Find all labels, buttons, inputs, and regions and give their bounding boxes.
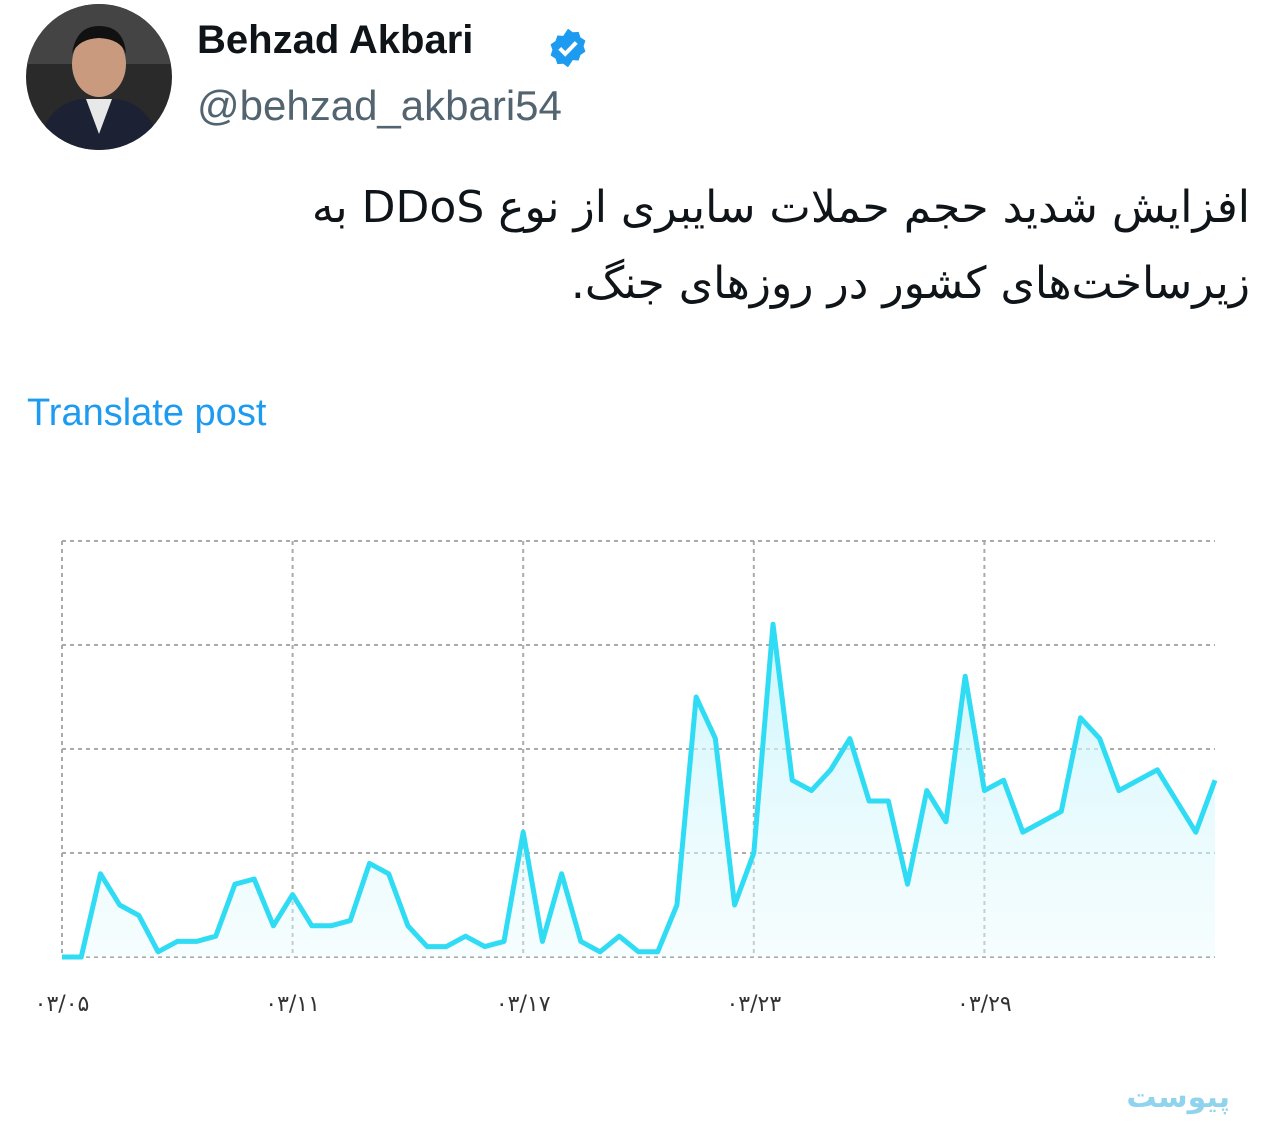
avatar[interactable]	[26, 4, 172, 150]
x-tick-label: ۰۳/۰۵	[35, 992, 90, 1017]
x-tick-label: ۰۳/۱۷	[496, 992, 551, 1017]
translate-link[interactable]: Translate post	[27, 392, 267, 434]
verified-badge	[550, 28, 586, 68]
line	[62, 621, 1218, 960]
x-tick-label: ۰۳/۱۱	[265, 992, 320, 1017]
author-name[interactable]: Behzad Akbari	[197, 18, 474, 62]
chart: ۰۳/۰۵ ۰۳/۱۱ ۰۳/۱۷ ۰۳/۲۳ ۰۳/۲۹	[35, 540, 1218, 1017]
area	[62, 624, 1215, 957]
watermark: پیوست	[1126, 1080, 1230, 1115]
x-tick-label: ۰۳/۲۳	[726, 992, 781, 1017]
author-handle[interactable]: @behzad_akbari54	[197, 82, 562, 129]
tweet-text: افزایش شدید حجم حملات سایبری از نوع DDoS…	[311, 182, 1250, 309]
x-tick-label: ۰۳/۲۹	[957, 992, 1012, 1017]
